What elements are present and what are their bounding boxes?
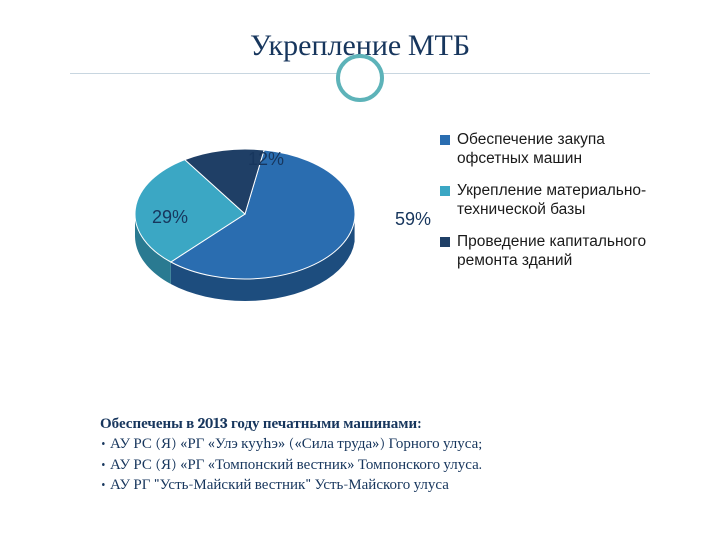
chart-area: Обеспечение закупа офсетных машин Укрепле… [0,119,720,379]
title-ring-icon [336,54,384,102]
notes-item: • АУ РС (Я) «РГ «Улэ кууhэ» («Сила труда… [100,433,640,453]
legend-item: Проведение капитального ремонта зданий [440,233,680,270]
pie-slice-label: 12% [248,149,284,170]
pie-chart [130,129,360,329]
legend-item: Обеспечение закупа офсетных машин [440,131,680,168]
legend-label: Обеспечение закупа офсетных машин [457,131,680,168]
legend-swatch [440,237,450,247]
pie-slice-label: 29% [152,207,188,228]
legend-label: Укрепление материально-технической базы [457,182,680,219]
notes-item: • АУ РС (Я) «РГ «Томпонский вестник» Том… [100,454,640,474]
legend-swatch [440,135,450,145]
legend-item: Укрепление материально-технической базы [440,182,680,219]
legend-swatch [440,186,450,196]
legend-label: Проведение капитального ремонта зданий [457,233,680,270]
notes-item: • АУ РГ "Усть-Майский вестник" Усть-Майс… [100,474,640,494]
pie-slice-label: 59% [395,209,431,230]
notes-block: Обеспечены в 2013 году печатными машинам… [100,413,640,494]
title-rule [70,73,650,74]
legend: Обеспечение закупа офсетных машин Укрепле… [440,131,680,285]
notes-heading: Обеспечены в 2013 году печатными машинам… [100,413,640,433]
